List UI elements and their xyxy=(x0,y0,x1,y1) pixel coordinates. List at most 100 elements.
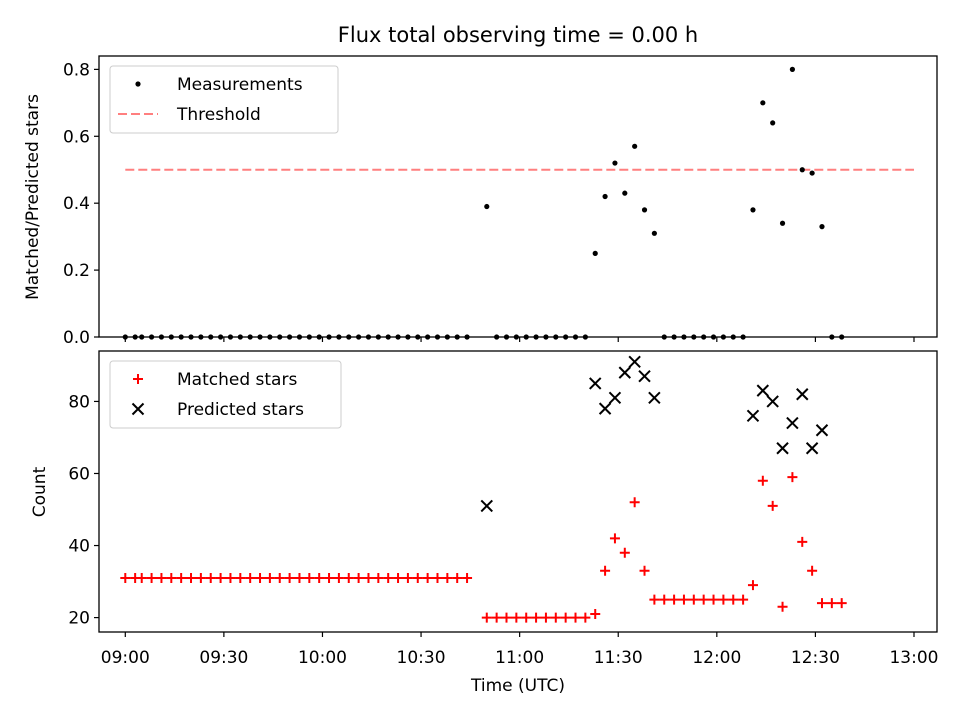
bottom-point xyxy=(600,565,611,576)
bottom-xtick-label: 13:00 xyxy=(889,648,938,668)
top-ytick-label: 0.2 xyxy=(63,261,90,281)
bottom-point xyxy=(767,500,778,511)
bottom-xtick-label: 10:00 xyxy=(298,648,347,668)
bottom-chart-xlabel: Time (UTC) xyxy=(470,676,565,696)
top-point xyxy=(641,207,648,213)
bottom-point xyxy=(481,612,492,623)
bottom-point xyxy=(826,598,837,609)
top-legend-label: Threshold xyxy=(176,105,261,125)
bottom-point xyxy=(608,391,622,405)
bottom-point xyxy=(638,370,651,383)
bottom-point xyxy=(294,572,305,583)
bottom-point xyxy=(176,572,187,583)
bottom-point xyxy=(776,442,789,455)
bottom-xtick-label: 11:00 xyxy=(495,648,544,668)
top-chart-ylabel: Matched/Predicted stars xyxy=(23,94,43,300)
bottom-legend-swatch xyxy=(131,402,145,416)
bottom-point xyxy=(146,572,157,583)
top-point xyxy=(770,120,776,126)
bottom-point xyxy=(807,565,818,576)
bottom-point xyxy=(136,572,147,583)
bottom-point xyxy=(746,409,760,423)
bottom-point xyxy=(215,572,226,583)
bottom-ytick-label: 20 xyxy=(68,609,90,629)
bottom-legend: Matched stars Predicted stars xyxy=(109,360,342,429)
bottom-point xyxy=(619,547,630,558)
bottom-point xyxy=(452,572,463,583)
bottom-point xyxy=(786,416,799,430)
bottom-point xyxy=(156,572,167,583)
bottom-series-0 xyxy=(120,472,847,623)
bottom-point xyxy=(120,572,131,583)
bottom-point xyxy=(195,572,206,583)
bottom-point xyxy=(628,355,641,369)
bottom-xtick-label: 10:30 xyxy=(397,648,446,668)
bottom-point xyxy=(648,391,661,405)
top-chart-title: Flux total observing time = 0.00 h xyxy=(338,23,698,47)
bottom-point xyxy=(255,572,266,583)
top-point xyxy=(750,207,756,213)
top-axes-frame xyxy=(98,55,938,338)
top-point xyxy=(612,160,618,166)
top-point xyxy=(819,224,825,230)
bottom-ytick-label: 60 xyxy=(68,464,90,484)
bottom-point xyxy=(205,572,216,583)
bottom-point xyxy=(815,424,829,437)
top-legend-box xyxy=(109,65,339,134)
bottom-point xyxy=(738,594,749,605)
bottom-xtick-label: 12:00 xyxy=(692,648,741,668)
bottom-axes-frame xyxy=(98,350,938,633)
bottom-xtick-label: 11:30 xyxy=(594,648,643,668)
bottom-point xyxy=(757,475,768,486)
bottom-point xyxy=(590,608,601,619)
bottom-point xyxy=(225,572,236,583)
bottom-xtick-label: 09:30 xyxy=(199,648,248,668)
top-point xyxy=(622,190,628,196)
bottom-point xyxy=(462,572,473,583)
top-ytick-label: 0.6 xyxy=(63,127,90,147)
top-point xyxy=(779,220,786,226)
bottom-point xyxy=(649,594,660,605)
bottom-point xyxy=(688,594,699,605)
bottom-point xyxy=(669,594,680,605)
bottom-point xyxy=(501,612,512,623)
bottom-point xyxy=(264,572,275,583)
bottom-point xyxy=(353,572,364,583)
bottom-point xyxy=(166,572,177,583)
bottom-point xyxy=(304,572,315,583)
bottom-point xyxy=(442,572,453,583)
bottom-point xyxy=(777,601,788,612)
bottom-point xyxy=(659,594,670,605)
bottom-point xyxy=(787,472,798,483)
bottom-point xyxy=(756,384,770,397)
bottom-legend-label: Matched stars xyxy=(177,370,297,390)
bottom-point xyxy=(747,580,758,591)
bottom-point xyxy=(836,598,847,609)
bottom-point xyxy=(678,594,689,605)
bottom-chart-ylabel: Count xyxy=(30,466,50,517)
bottom-point xyxy=(393,572,404,583)
top-ytick-label: 0.0 xyxy=(63,328,90,348)
bottom-point xyxy=(422,572,433,583)
bottom-legend-label: Predicted stars xyxy=(177,400,304,420)
bottom-xtick-label: 12:30 xyxy=(791,648,840,668)
top-ytick-label: 0.8 xyxy=(63,60,90,80)
top-ytick-label: 0.4 xyxy=(63,194,90,214)
bottom-xtick-label: 09:00 xyxy=(101,648,150,668)
bottom-point xyxy=(540,612,551,623)
bottom-point xyxy=(698,594,709,605)
bottom-point xyxy=(570,612,581,623)
bottom-point xyxy=(589,377,602,390)
bottom-ytick-label: 80 xyxy=(68,392,90,412)
bottom-point xyxy=(491,612,502,623)
bottom-point xyxy=(373,572,384,583)
top-point xyxy=(592,250,598,256)
bottom-ytick-label: 40 xyxy=(68,537,90,557)
bottom-point xyxy=(618,366,632,379)
bottom-legend-swatch xyxy=(133,374,143,384)
bottom-point xyxy=(235,572,246,583)
top-point xyxy=(651,230,657,236)
bottom-point xyxy=(598,402,612,415)
bottom-point xyxy=(816,598,827,609)
